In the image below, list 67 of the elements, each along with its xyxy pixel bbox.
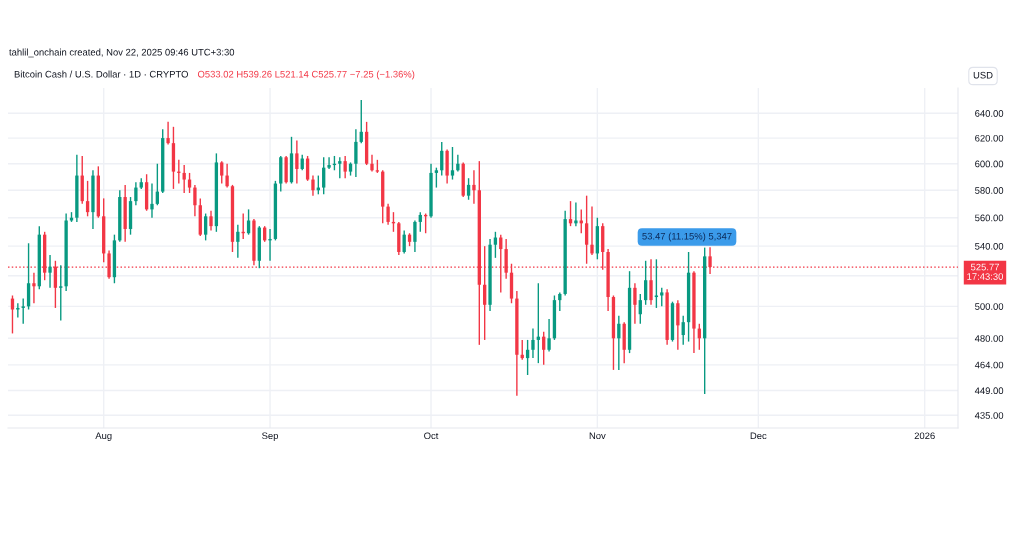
annotation: 53.47 (11.15%) 5,347	[642, 232, 732, 242]
candlestick	[10, 294, 15, 335]
y-tick-label: 600.00	[975, 160, 1004, 168]
candlestick	[327, 156, 331, 170]
candlestick	[633, 282, 637, 325]
text: O533.02 H539.26 L521.14 C525.77 −7.25 (−1.36%)	[197, 70, 415, 80]
candlestick	[338, 156, 342, 179]
y-tick-label: 464.00	[974, 361, 1004, 369]
candlestick	[343, 155, 347, 179]
candlestick	[418, 211, 422, 233]
x-tick-label: Dec	[750, 432, 767, 440]
candlestick	[150, 182, 154, 219]
candlestick	[450, 146, 455, 181]
y-tick-label: 560.00	[975, 214, 1004, 222]
candlestick	[134, 181, 138, 206]
candlestick	[472, 169, 476, 205]
candlestick	[48, 254, 52, 289]
candlestick	[311, 174, 315, 197]
candlestick	[193, 184, 197, 218]
x-tick-label: Nov	[589, 432, 606, 440]
y-tick-label: 580.00	[975, 187, 1004, 194]
x-tick-label: 2026	[914, 432, 935, 440]
candlestick	[681, 315, 685, 346]
candlestick	[584, 194, 589, 265]
candlestick	[654, 258, 659, 309]
candlestick	[166, 121, 170, 146]
y-tick-label: 620.00	[975, 134, 1004, 142]
candlestick	[354, 128, 358, 178]
candlestick	[660, 287, 664, 308]
candlestick	[456, 153, 460, 173]
chart-title: Bitcoin Cash / U.S. Dollar · 1D · CRYPTO	[14, 70, 188, 78]
candlestick	[59, 264, 63, 322]
candlestick	[305, 155, 310, 182]
y-tick-label: 435.00	[974, 412, 1004, 419]
candlestick	[590, 205, 594, 256]
candlestick	[236, 224, 240, 259]
text: tahlil_onchain created, Nov 22, 2025 09:46 UTC+3:30	[9, 48, 235, 58]
candlestick	[370, 153, 374, 173]
ref-line-label: 525.77 17:43:30	[967, 263, 1004, 280]
y-tick-label: 540.00	[975, 242, 1004, 250]
candlestick	[466, 177, 471, 201]
x-tick-label: Aug	[95, 432, 112, 441]
candlestick	[220, 160, 224, 185]
candlestick	[32, 271, 36, 304]
candlestick	[295, 139, 299, 185]
candlestick	[182, 164, 186, 194]
candlestick	[643, 260, 648, 306]
y-tick-label: 500.00	[975, 303, 1004, 310]
x-tick-label: Sep	[262, 432, 279, 441]
x-tick-label: Oct	[424, 432, 439, 440]
candlestick	[531, 327, 535, 359]
candlestick	[21, 297, 25, 325]
candlestick	[209, 210, 213, 232]
y-tick-label: 480.00	[974, 335, 1004, 342]
candlestick	[413, 219, 417, 253]
candlestick	[203, 212, 208, 242]
y-tick-label: 640.00	[975, 110, 1004, 117]
candlestick	[547, 318, 551, 353]
candlestick	[16, 302, 20, 319]
candlestick	[322, 156, 326, 196]
y-tick-label: 449.00	[974, 387, 1004, 395]
candlestick	[386, 203, 390, 226]
candlestick	[434, 166, 439, 189]
candlestick	[26, 242, 31, 311]
candlestick	[225, 163, 229, 189]
candlestick	[676, 299, 680, 351]
y-axis-title: USD	[973, 71, 993, 79]
